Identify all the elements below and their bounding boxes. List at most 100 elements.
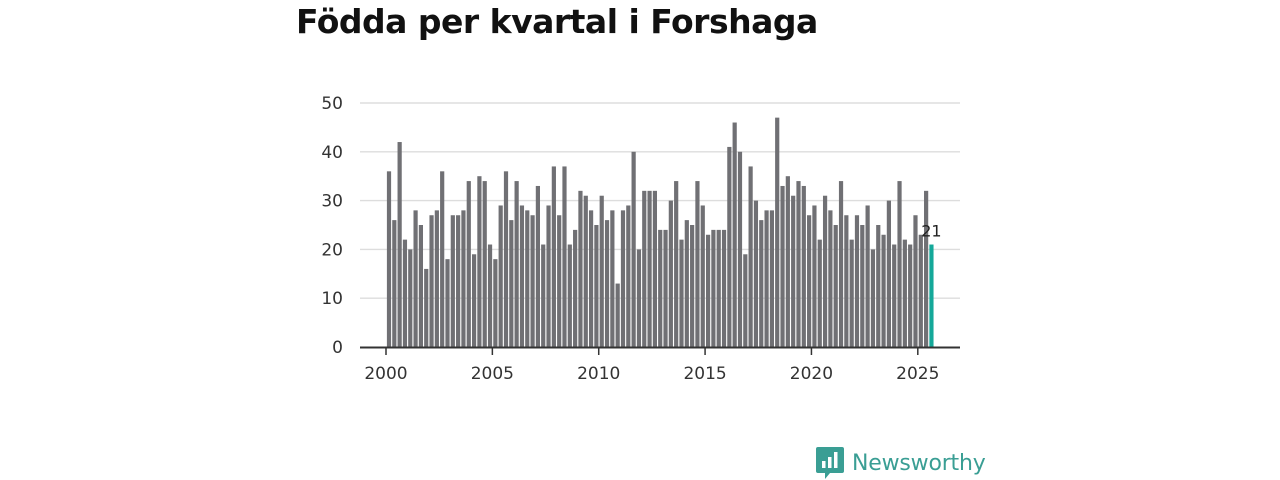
bar <box>690 225 695 347</box>
bar <box>663 229 668 347</box>
y-tick-label: 50 <box>321 94 343 114</box>
brand-name: Newsworthy <box>852 450 986 476</box>
bar <box>424 268 429 347</box>
bar <box>493 259 498 347</box>
bar <box>567 244 572 347</box>
bar <box>535 185 540 347</box>
bar <box>434 210 439 347</box>
bar <box>461 210 466 347</box>
bar <box>599 195 604 347</box>
bar <box>668 200 673 347</box>
bar <box>392 220 397 347</box>
bar <box>604 220 610 347</box>
bar <box>705 234 711 347</box>
bar <box>631 151 636 347</box>
bar <box>450 215 455 347</box>
bar <box>727 146 732 347</box>
bar <box>775 117 780 347</box>
y-tick-label: 40 <box>321 143 343 163</box>
bar <box>700 205 705 347</box>
x-tick-label: 2000 <box>364 364 407 384</box>
bar <box>658 229 663 347</box>
bar <box>844 215 849 347</box>
bar <box>551 166 556 347</box>
bar <box>471 254 477 347</box>
bar <box>573 229 578 347</box>
x-tick-label: 2005 <box>471 364 514 384</box>
bar <box>583 195 588 347</box>
bar <box>562 166 567 347</box>
bar <box>578 190 583 347</box>
bar <box>530 215 535 347</box>
bar <box>769 210 774 347</box>
bar <box>610 210 615 347</box>
bar <box>642 190 647 347</box>
bar <box>615 283 620 347</box>
highlight-data-label: 21 <box>921 222 941 241</box>
bar-highlight <box>929 244 934 347</box>
bar <box>764 210 769 347</box>
bar <box>833 225 838 347</box>
bar <box>519 205 525 347</box>
bar <box>652 190 657 347</box>
bar <box>817 239 822 347</box>
bar <box>626 205 631 347</box>
bar <box>924 190 929 347</box>
brand-logo: Newsworthy <box>815 446 986 480</box>
bar <box>503 171 509 347</box>
bar <box>828 210 833 347</box>
x-tick-label: 2025 <box>896 364 939 384</box>
bar <box>684 220 689 347</box>
x-tick-label: 2010 <box>577 364 620 384</box>
bar-chart-icon <box>816 447 844 479</box>
bar <box>594 225 599 347</box>
bar <box>822 195 828 347</box>
bar <box>870 249 876 347</box>
bar <box>456 215 461 347</box>
y-tick-label: 0 <box>332 338 343 358</box>
bar <box>902 239 907 347</box>
bar <box>892 244 897 347</box>
bar <box>918 234 923 347</box>
bar <box>876 225 881 347</box>
bar <box>732 122 737 348</box>
bar <box>647 190 652 347</box>
bar <box>743 254 748 347</box>
bar <box>737 151 743 347</box>
x-tick-label: 2020 <box>790 364 833 384</box>
bar <box>482 181 487 347</box>
bar <box>854 215 860 347</box>
bar <box>785 176 790 347</box>
y-tick-label: 10 <box>321 289 343 309</box>
bar <box>429 215 434 347</box>
bar <box>865 205 870 347</box>
bar <box>721 229 727 347</box>
bar <box>780 185 785 347</box>
bar <box>466 181 471 347</box>
bar <box>477 176 482 347</box>
bar <box>716 229 721 347</box>
bar <box>838 181 844 347</box>
bar <box>913 215 918 347</box>
bar <box>509 220 514 347</box>
bar <box>525 210 530 347</box>
bar <box>557 215 562 347</box>
bar <box>807 215 812 347</box>
bar <box>897 181 902 347</box>
y-tick-label: 20 <box>321 240 343 260</box>
bar <box>413 210 418 347</box>
bar <box>487 244 493 347</box>
bar <box>445 259 450 347</box>
bar <box>881 234 886 347</box>
bar <box>679 239 684 347</box>
bar <box>711 229 716 347</box>
bar <box>386 171 392 347</box>
bar <box>860 225 865 347</box>
y-tick-label: 30 <box>321 192 343 212</box>
bar <box>812 205 817 347</box>
bar <box>695 181 700 347</box>
bar <box>748 166 753 347</box>
bar <box>849 239 854 347</box>
bar <box>418 225 424 347</box>
